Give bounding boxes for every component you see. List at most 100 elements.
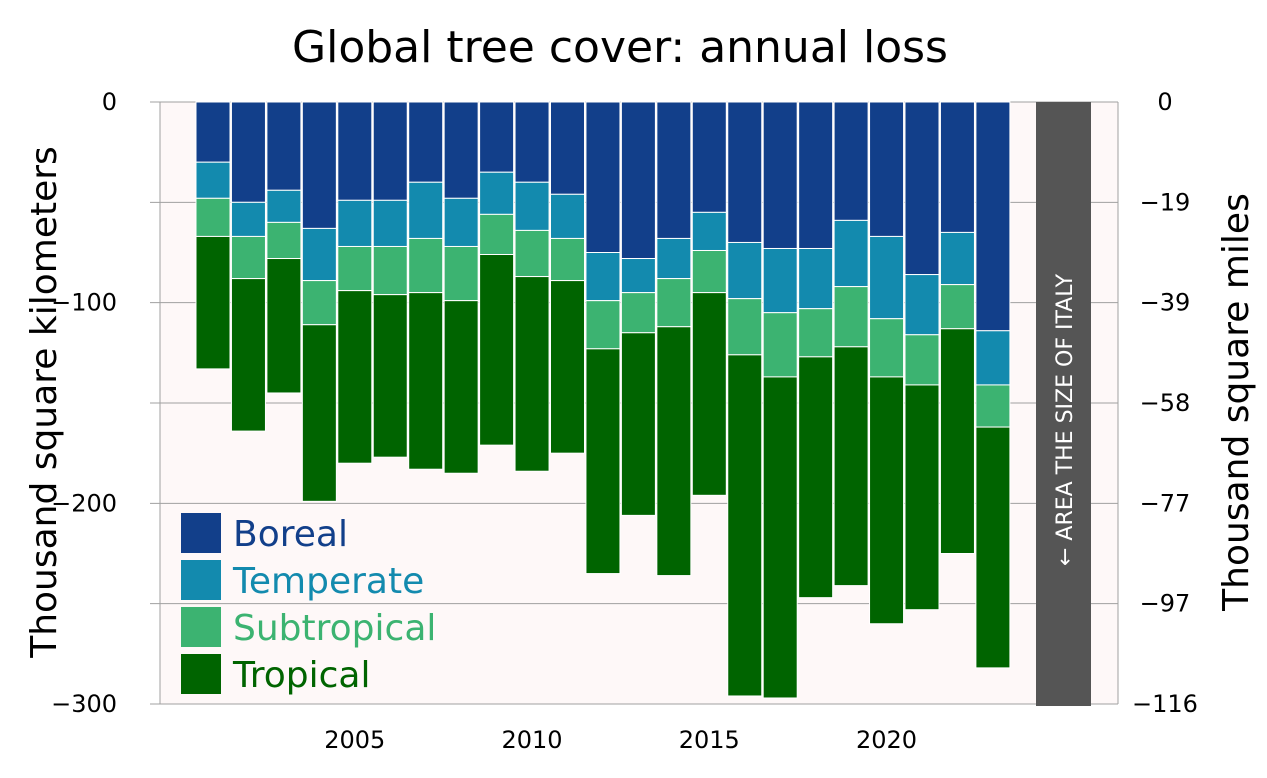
bar-subtropical-2012 — [585, 300, 621, 350]
bar-subtropical-2010 — [514, 229, 550, 278]
bar-temperate-2005 — [337, 199, 373, 247]
y-tick-right: 0 — [1157, 88, 1172, 116]
bar-tropical-2022 — [939, 328, 975, 554]
bar-temperate-2011 — [550, 193, 585, 239]
bar-temperate-2013 — [620, 258, 656, 294]
bar-temperate-2001 — [195, 161, 231, 199]
bar-tropical-2010 — [514, 276, 550, 472]
legend-swatch-tropical — [181, 654, 221, 694]
bar-temperate-2009 — [479, 171, 515, 215]
legend-label-temperate: Temperate — [232, 561, 424, 602]
legend: Boreal Temperate Subtropical Tropical — [181, 513, 436, 696]
bar-boreal-2005 — [337, 101, 373, 201]
bar-boreal-2010 — [514, 101, 550, 183]
bar-tropical-2011 — [550, 280, 585, 454]
bar-boreal-2003 — [266, 101, 302, 191]
bar-tropical-2023 — [975, 426, 1011, 669]
y-axis-title-right: Thousand square miles — [1216, 193, 1257, 612]
bar-boreal-2016 — [727, 101, 763, 243]
bar-boreal-2023 — [975, 101, 1011, 332]
bar-tropical-2008 — [443, 300, 479, 474]
italy-area-bar — [1036, 102, 1091, 707]
bar-subtropical-2017 — [762, 312, 798, 378]
y-tick-right: −97 — [1140, 590, 1191, 618]
bar-boreal-2012 — [585, 101, 621, 253]
bar-subtropical-2011 — [550, 237, 585, 282]
x-tick: 2020 — [856, 726, 917, 754]
bar-tropical-2021 — [904, 384, 940, 611]
bar-tropical-2009 — [479, 254, 515, 446]
bar-boreal-2019 — [833, 101, 869, 221]
bar-tropical-2005 — [337, 290, 373, 464]
bar-temperate-2016 — [727, 241, 763, 300]
bar-subtropical-2019 — [833, 286, 869, 348]
bar-subtropical-2002 — [230, 235, 266, 280]
bar-subtropical-2021 — [904, 334, 940, 386]
bar-boreal-2001 — [195, 101, 231, 163]
bar-subtropical-2009 — [479, 213, 515, 256]
bar-temperate-2012 — [585, 252, 621, 302]
bar-subtropical-2008 — [443, 245, 479, 302]
bars — [195, 101, 1011, 699]
bar-temperate-2017 — [762, 247, 798, 314]
bar-temperate-2014 — [656, 237, 692, 280]
bar-temperate-2008 — [443, 197, 479, 247]
y-tick-right: −77 — [1140, 489, 1191, 517]
bar-boreal-2008 — [443, 101, 479, 199]
bar-tropical-2016 — [727, 354, 763, 697]
bar-tropical-2007 — [408, 292, 444, 470]
bar-boreal-2021 — [904, 101, 940, 276]
bar-tropical-2001 — [195, 235, 231, 370]
y-tick-left: 0 — [102, 88, 117, 116]
y-tick-left: −100 — [51, 289, 117, 317]
bar-boreal-2004 — [301, 101, 337, 229]
bar-subtropical-2016 — [727, 298, 763, 356]
bar-subtropical-2006 — [372, 245, 408, 296]
bar-temperate-2002 — [230, 201, 266, 237]
x-tick: 2005 — [324, 726, 385, 754]
bar-tropical-2020 — [869, 376, 905, 625]
bar-subtropical-2013 — [620, 292, 656, 334]
bar-subtropical-2003 — [266, 221, 302, 260]
bar-temperate-2007 — [408, 181, 444, 239]
bar-boreal-2013 — [620, 101, 656, 260]
legend-label-boreal: Boreal — [233, 514, 348, 555]
bar-boreal-2011 — [550, 101, 585, 195]
bar-tropical-2006 — [372, 294, 408, 458]
bar-subtropical-2004 — [301, 280, 337, 326]
x-tick: 2010 — [502, 726, 563, 754]
bar-tropical-2002 — [230, 278, 266, 432]
y-tick-right: −39 — [1140, 289, 1191, 317]
bar-boreal-2006 — [372, 101, 408, 201]
chart-title: Global tree cover: annual loss — [292, 22, 948, 73]
legend-swatch-temperate — [181, 560, 221, 600]
bar-boreal-2007 — [408, 101, 444, 183]
legend-swatch-subtropical — [181, 607, 221, 647]
bar-subtropical-2022 — [939, 284, 975, 330]
bar-tropical-2019 — [833, 346, 869, 587]
italy-area-label: ← AREA THE SIZE OF ITALY — [1053, 273, 1078, 566]
bar-boreal-2020 — [869, 101, 905, 237]
bar-tropical-2017 — [762, 376, 798, 699]
bar-subtropical-2001 — [195, 197, 231, 237]
bar-temperate-2004 — [301, 227, 337, 282]
bar-subtropical-2007 — [408, 237, 444, 294]
bar-tropical-2012 — [585, 348, 621, 575]
bar-subtropical-2023 — [975, 384, 1011, 428]
bar-temperate-2003 — [266, 189, 302, 223]
bar-tropical-2003 — [266, 258, 302, 394]
bar-subtropical-2005 — [337, 245, 373, 292]
bar-temperate-2022 — [939, 231, 975, 286]
bar-boreal-2002 — [230, 101, 266, 203]
y-tick-right: −58 — [1140, 389, 1191, 417]
y-axis-title-left: Thousand square kilometers — [24, 146, 65, 659]
legend-swatch-boreal — [181, 513, 221, 553]
bar-boreal-2018 — [798, 101, 834, 249]
bar-tropical-2014 — [656, 326, 692, 577]
y-tick-right: −116 — [1132, 690, 1198, 718]
bar-tropical-2013 — [620, 332, 656, 516]
legend-label-subtropical: Subtropical — [233, 608, 436, 649]
bar-subtropical-2018 — [798, 308, 834, 358]
bar-temperate-2021 — [904, 274, 940, 336]
